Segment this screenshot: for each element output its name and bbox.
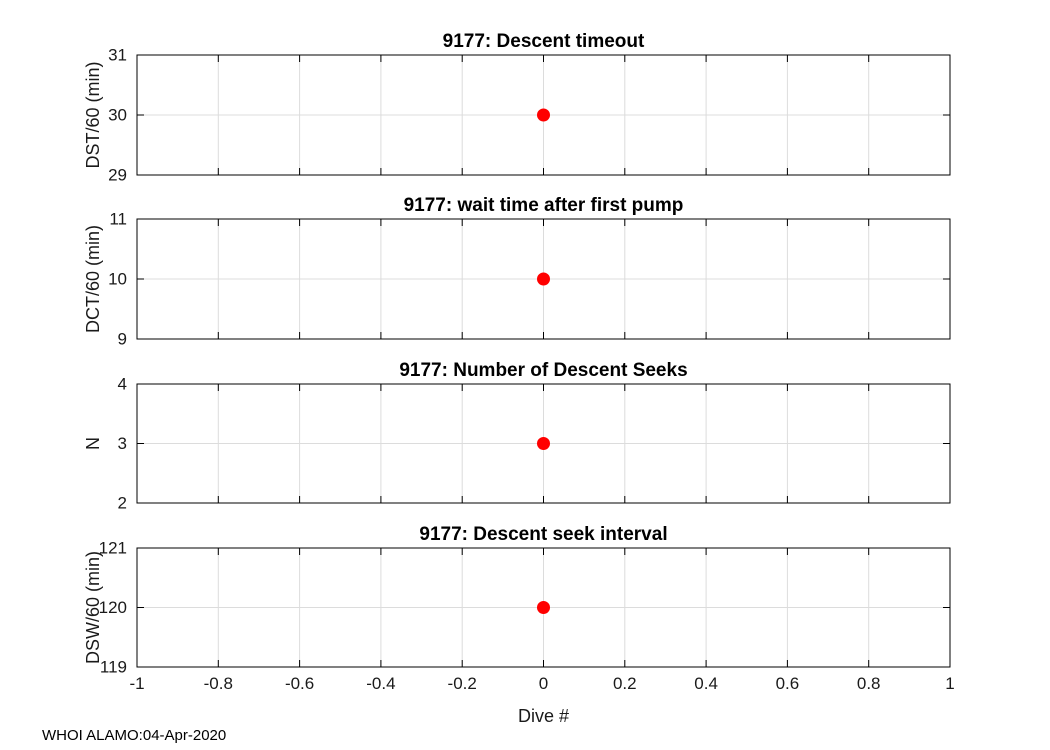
y-tick-label: 31 (108, 46, 127, 65)
x-tick-label: -1 (129, 674, 144, 693)
data-point (537, 108, 550, 122)
y-axis-label: N (83, 437, 103, 450)
x-tick-label: -0.4 (366, 674, 395, 693)
y-tick-label: 11 (109, 210, 127, 229)
y-axis-label: DCT/60 (min) (83, 225, 103, 333)
y-tick-label: 29 (108, 166, 127, 185)
data-point (537, 437, 550, 450)
y-tick-label: 120 (99, 598, 127, 617)
y-tick-label: 30 (108, 106, 127, 125)
data-point (537, 272, 550, 286)
x-tick-label: -0.6 (285, 674, 314, 693)
x-tick-label: 0.4 (694, 674, 718, 693)
subplot-2: 9 10 11 9177: wait time after first pump DCT… (83, 195, 951, 349)
subplot-title: 9177: Descent timeout (443, 31, 645, 52)
subplot-3: 2 3 4 9177: Number of Descent Seeks N (83, 360, 951, 513)
footer-stamp: WHOI ALAMO:04-Apr-2020 (42, 727, 227, 744)
x-tick-label: 0.6 (776, 674, 800, 693)
x-tick-label: -0.8 (204, 674, 233, 693)
subplot-4: 119 120 121 -1 -0.8 -0.6 -0.4 -0.2 0 0.2 0.4 0.6 0.8… (83, 524, 955, 726)
x-tick-label: 0 (539, 674, 548, 693)
y-tick-label: 9 (118, 330, 127, 349)
x-axis-label: Dive # (518, 706, 569, 726)
y-tick-label: 121 (99, 539, 127, 558)
subplot-title: 9177: Number of Descent Seeks (399, 360, 687, 381)
y-tick-label: 4 (118, 375, 127, 394)
y-axis-label: DST/60 (min) (83, 61, 103, 168)
x-tick-label: -0.2 (448, 674, 477, 693)
subplot-1: 29 30 31 9177: Descent timeout DST/60 (min) (83, 31, 951, 185)
y-tick-label: 3 (118, 434, 127, 453)
y-tick-label: 10 (108, 270, 127, 289)
y-axis-label: DSW/60 (min) (83, 551, 103, 664)
x-tick-label: 0.8 (857, 674, 881, 693)
subplot-title: 9177: wait time after first pump (404, 195, 684, 216)
x-tick-label: 1 (945, 674, 954, 693)
y-tick-label: 119 (100, 658, 127, 677)
x-tick-label: 0.2 (613, 674, 637, 693)
subplot-title: 9177: Descent seek interval (419, 524, 667, 545)
y-tick-label: 2 (118, 494, 127, 513)
data-point (537, 601, 550, 614)
